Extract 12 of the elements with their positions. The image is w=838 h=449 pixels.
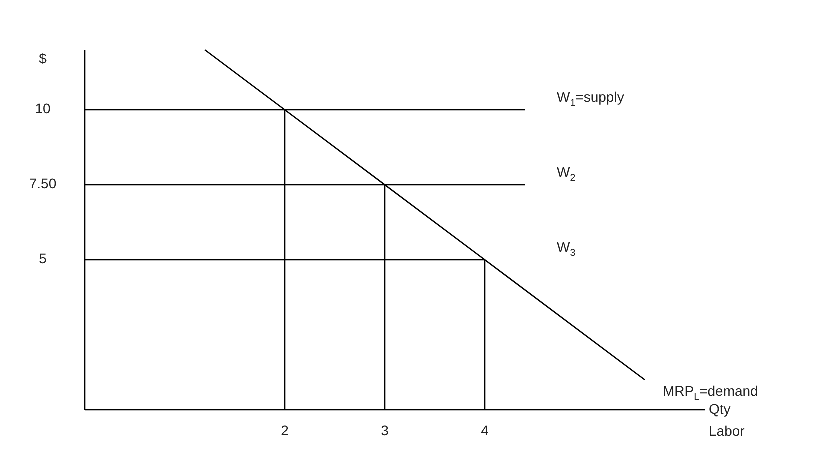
text: W$_{2}$ bbox=[557, 164, 576, 184]
y-axis-title: $ bbox=[39, 50, 48, 67]
text: W$_{1}$=supply bbox=[557, 88, 624, 110]
series-label: MRP$_{L}$=demand bbox=[663, 382, 758, 404]
x-tick-label: 4 bbox=[481, 422, 490, 439]
x-axis-title: Qty Labor bbox=[709, 400, 746, 439]
x-tick-label: 2 bbox=[281, 422, 290, 439]
y-tick-label: 10 bbox=[35, 100, 51, 117]
y-tick-label: 7.50 bbox=[29, 176, 57, 192]
y-tick-label: 5 bbox=[39, 250, 48, 267]
x-tick-label: 3 bbox=[381, 422, 390, 439]
text: W$_{3}$ bbox=[557, 238, 576, 260]
